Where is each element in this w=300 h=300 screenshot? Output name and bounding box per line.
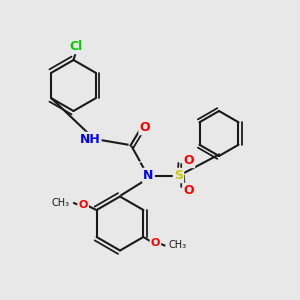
Text: Cl: Cl [70, 40, 83, 53]
Text: O: O [78, 200, 88, 211]
Text: O: O [183, 154, 194, 167]
Text: S: S [174, 169, 183, 182]
Text: O: O [151, 238, 160, 248]
Text: N: N [143, 169, 154, 182]
Text: CH₃: CH₃ [169, 240, 187, 250]
Text: NH: NH [80, 133, 100, 146]
Text: CH₃: CH₃ [52, 198, 70, 208]
Text: O: O [183, 184, 194, 197]
Text: O: O [140, 121, 150, 134]
